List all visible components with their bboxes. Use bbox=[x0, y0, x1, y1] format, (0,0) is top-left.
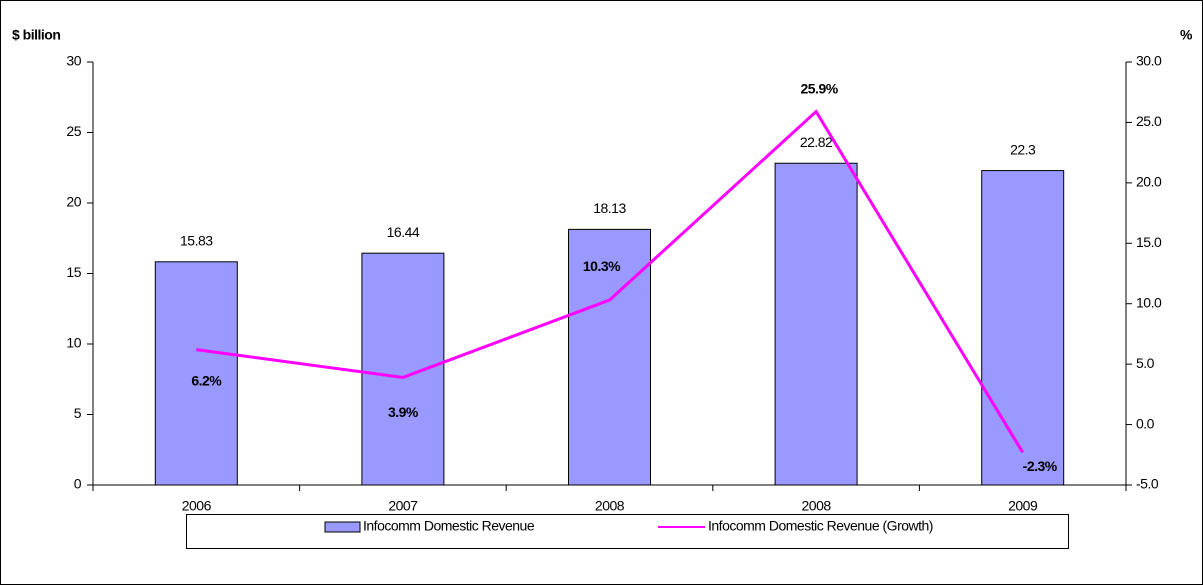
x-tick-label: 2008 bbox=[802, 498, 832, 514]
y-tick-label: 25 bbox=[66, 123, 81, 139]
y2-axis-label: % bbox=[1180, 27, 1193, 43]
line bbox=[196, 109, 1024, 454]
bar bbox=[361, 252, 445, 486]
line-value-label: 6.2% bbox=[191, 372, 222, 388]
y-tick-label: 0 bbox=[74, 476, 82, 492]
bar bbox=[154, 261, 238, 486]
y2-tick-label: 15.0 bbox=[1136, 234, 1162, 250]
line-value-label: 3.9% bbox=[388, 404, 419, 420]
y2-tick-label: 0.0 bbox=[1136, 415, 1155, 431]
bar-value-label: 22.82 bbox=[800, 134, 833, 150]
legend-label: Infocomm Domestic Revenue (Growth) bbox=[708, 518, 933, 534]
legend-swatch bbox=[324, 521, 361, 533]
y-tick-label: 10 bbox=[66, 335, 81, 351]
y2-tick-label: 25.0 bbox=[1136, 113, 1162, 129]
bar-value-label: 22.3 bbox=[1010, 141, 1036, 157]
y2-tick-label: -5.0 bbox=[1136, 476, 1159, 492]
bar bbox=[981, 170, 1065, 486]
y-tick-label: 30 bbox=[66, 53, 81, 69]
y2-tick-label: 20.0 bbox=[1136, 174, 1162, 190]
line-value-label: 10.3% bbox=[583, 258, 621, 274]
x-tick-label: 2007 bbox=[388, 498, 418, 514]
legend-label: Infocomm Domestic Revenue bbox=[363, 518, 535, 534]
bar-value-label: 15.83 bbox=[180, 233, 213, 249]
y-axis-label: $ billion bbox=[12, 27, 60, 43]
bar-value-label: 18.13 bbox=[593, 200, 626, 216]
bar-value-label: 16.44 bbox=[387, 224, 420, 240]
line-value-label: 25.9% bbox=[800, 80, 838, 96]
y2-tick-label: 30.0 bbox=[1136, 53, 1162, 69]
x-tick-label: 2008 bbox=[595, 498, 625, 514]
y2-tick-label: 10.0 bbox=[1136, 294, 1162, 310]
line-value-label: -2.3% bbox=[1023, 458, 1058, 474]
y-tick-label: 5 bbox=[74, 405, 82, 421]
y-tick-label: 20 bbox=[66, 194, 81, 210]
legend bbox=[186, 514, 1069, 549]
y-tick-label: 15 bbox=[66, 264, 81, 280]
x-tick-label: 2009 bbox=[1008, 498, 1038, 514]
bar bbox=[774, 162, 858, 486]
bar bbox=[568, 228, 651, 486]
x-tick-label: 2006 bbox=[182, 498, 212, 514]
y2-tick-label: 5.0 bbox=[1136, 355, 1155, 371]
